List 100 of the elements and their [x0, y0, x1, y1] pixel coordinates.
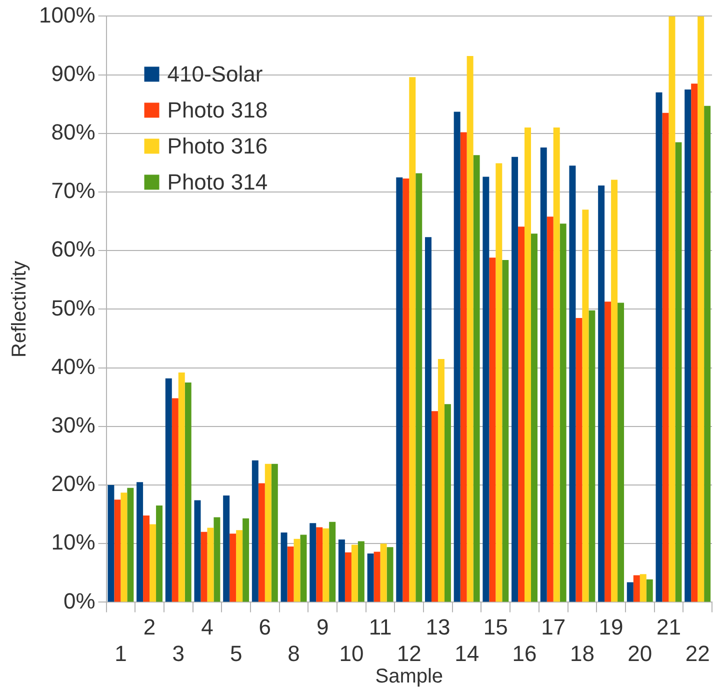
x-tick-label: 10: [339, 640, 364, 666]
y-tick-label: 30%: [51, 412, 96, 438]
bar: [165, 378, 172, 602]
bar: [236, 530, 243, 602]
x-tick-label: 20: [628, 640, 652, 666]
y-tick-label: 0%: [63, 588, 96, 614]
bar: [540, 147, 547, 602]
x-tick-label: 22: [685, 640, 710, 666]
bar: [114, 500, 121, 602]
y-tick-label: 80%: [51, 119, 96, 144]
bar: [310, 523, 316, 602]
x-tick-label: 15: [483, 614, 508, 640]
x-tick-label: 14: [454, 640, 480, 666]
legend-label: 410-Solar: [167, 61, 263, 86]
x-axis-title: Sample: [375, 666, 444, 688]
bar: [214, 517, 220, 602]
bar: [489, 258, 496, 602]
bar: [704, 106, 711, 602]
bar: [626, 582, 634, 602]
bar: [668, 16, 676, 602]
bar: [396, 177, 403, 602]
bar: [698, 16, 704, 602]
bar: [473, 155, 480, 602]
bar: [223, 496, 230, 602]
bar: [367, 554, 374, 602]
bar: [512, 156, 518, 602]
bar: [287, 546, 294, 602]
x-tick-label: 2: [143, 614, 156, 640]
x-tick-label: 21: [656, 614, 681, 640]
bar: [675, 142, 682, 602]
bar: [438, 359, 444, 602]
bar: [531, 234, 538, 602]
bar: [402, 178, 410, 602]
bar: [518, 226, 525, 602]
bar: [194, 500, 201, 602]
bar: [524, 128, 531, 602]
bar: [431, 411, 438, 602]
bar: [560, 224, 566, 602]
bar: [172, 398, 178, 602]
bar: [684, 89, 692, 602]
bar: [329, 522, 336, 602]
bar: [502, 260, 509, 602]
bar: [136, 482, 144, 602]
x-tick-label: 17: [541, 614, 566, 640]
bar: [150, 524, 156, 602]
bar: [351, 544, 358, 602]
x-tick-label: 8: [288, 640, 300, 666]
bar: [242, 518, 250, 602]
bar: [178, 372, 185, 602]
x-tick-label: 4: [201, 614, 214, 640]
legend-label: Photo 316: [167, 133, 268, 158]
x-tick-label: 12: [396, 640, 422, 666]
bar: [294, 538, 300, 602]
bar: [604, 302, 612, 602]
legend-label: Photo 318: [167, 97, 268, 122]
bar: [569, 166, 576, 602]
y-tick-label: 10%: [51, 530, 96, 555]
bar: [271, 464, 278, 602]
bar: [444, 404, 451, 602]
bar: [156, 506, 163, 602]
x-tick-label: 16: [512, 640, 537, 666]
bar: [108, 485, 114, 602]
bar: [482, 176, 490, 602]
bar: [264, 464, 272, 602]
bar: [496, 163, 502, 602]
bar: [691, 84, 698, 602]
bar: [374, 552, 380, 602]
x-tick-label: 11: [368, 614, 392, 640]
bar: [258, 483, 265, 602]
bar: [656, 92, 662, 602]
bar: [598, 186, 605, 602]
bar: [143, 515, 150, 602]
y-tick-label: 60%: [51, 236, 96, 262]
bar: [633, 575, 640, 602]
y-axis-title: Reflectivity: [8, 260, 31, 358]
bar: [280, 532, 288, 602]
bar: [546, 216, 554, 602]
bar: [454, 112, 460, 602]
bar: [553, 128, 560, 602]
bar: [582, 210, 589, 602]
y-tick-label: 50%: [51, 295, 96, 320]
y-tick-label: 40%: [51, 354, 96, 379]
x-tick-label: 3: [172, 640, 185, 666]
bar: [588, 310, 596, 602]
bar: [316, 527, 323, 602]
x-tick-label: 13: [426, 614, 450, 640]
y-tick-label: 100%: [38, 2, 96, 28]
x-tick-label: 1: [114, 640, 127, 666]
bar: [120, 492, 128, 602]
bar: [207, 528, 214, 602]
bar: [344, 552, 352, 602]
bar: [640, 574, 646, 602]
y-tick-label: 20%: [51, 471, 96, 496]
bar: [416, 173, 422, 602]
x-tick-label: 6: [258, 614, 272, 640]
bar: [466, 56, 474, 602]
bar: [425, 237, 432, 602]
bar: [460, 132, 467, 602]
bar: [300, 534, 307, 602]
y-tick-label: 70%: [51, 178, 96, 204]
